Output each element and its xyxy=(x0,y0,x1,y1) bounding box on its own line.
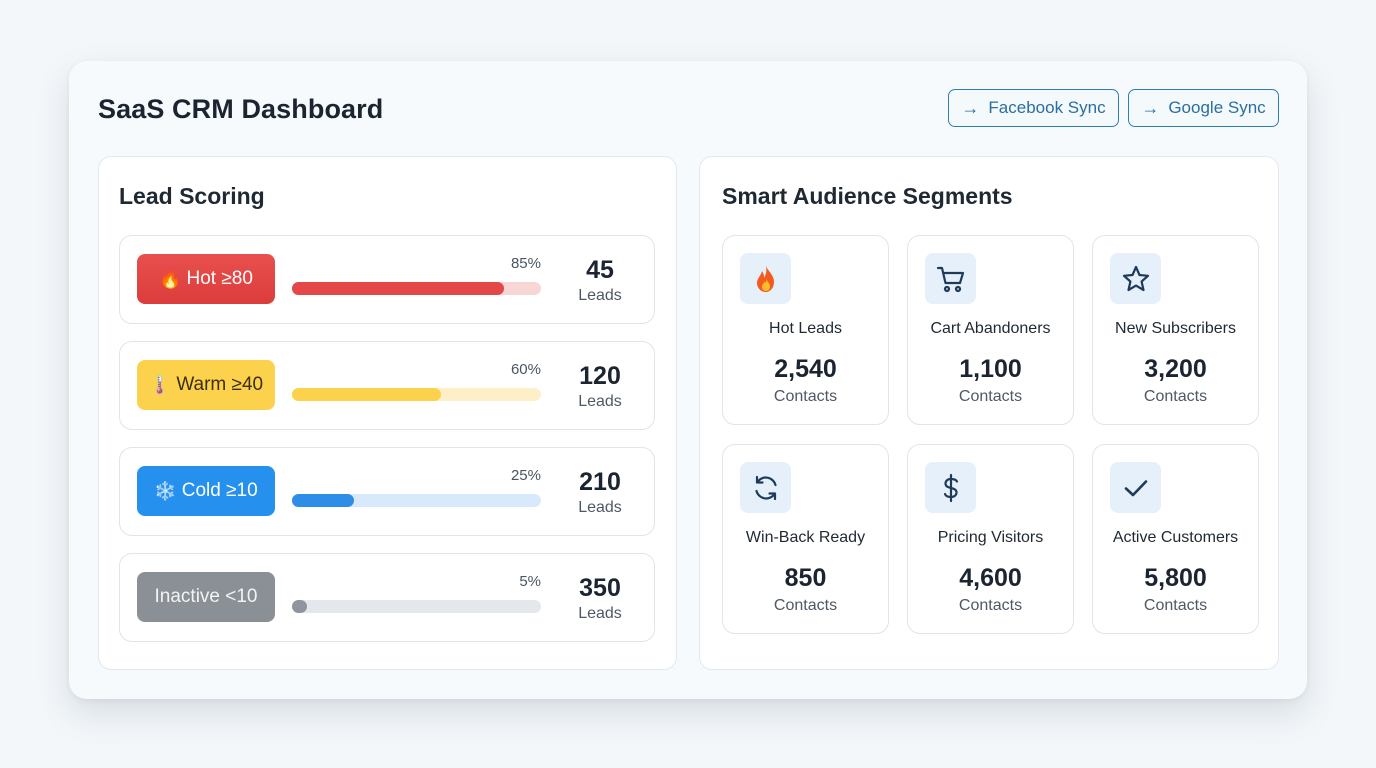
segment-card-win-back-ready[interactable]: Win-Back Ready 850 Contacts xyxy=(722,444,889,634)
audience-segments-panel: Smart Audience Segments Hot Leads 2,540 … xyxy=(699,156,1279,670)
segment-unit: Contacts xyxy=(1143,388,1208,405)
dollar-icon xyxy=(925,462,976,513)
arrow-right-icon: → xyxy=(1141,98,1160,118)
progress-track xyxy=(292,600,541,613)
progress-track xyxy=(292,282,541,295)
checkmark-icon xyxy=(1110,462,1161,513)
facebook-sync-label: Facebook Sync xyxy=(988,98,1106,117)
dashboard-window: SaaS CRM Dashboard → Facebook Sync → Goo… xyxy=(69,61,1307,699)
segments-title: Smart Audience Segments xyxy=(722,183,1013,209)
segment-card-active-customers[interactable]: Active Customers 5,800 Contacts xyxy=(1092,444,1259,634)
segment-count: 4,600 xyxy=(959,564,1022,592)
segment-unit: Contacts xyxy=(958,388,1023,405)
fire-icon: 🔥 xyxy=(159,268,182,289)
segment-count: 2,540 xyxy=(774,355,837,383)
progress-fill xyxy=(292,388,442,401)
segment-card-pricing-visitors[interactable]: Pricing Visitors 4,600 Contacts xyxy=(907,444,1074,634)
page-title: SaaS CRM Dashboard xyxy=(98,94,384,124)
lead-count: 120 xyxy=(579,362,621,390)
fire-icon xyxy=(740,253,791,304)
tier-label: Hot ≥80 xyxy=(186,268,253,289)
lead-unit: Leads xyxy=(578,499,622,516)
refresh-icon xyxy=(740,462,791,513)
warm-tier-badge: 🌡️ Warm ≥40 xyxy=(137,360,275,410)
lead-unit: Leads xyxy=(578,393,622,410)
hot-tier-badge: 🔥 Hot ≥80 xyxy=(137,254,275,304)
thermometer-icon: 🌡️ xyxy=(148,374,172,395)
tier-percent: 5% xyxy=(519,573,541,590)
lead-count: 210 xyxy=(579,468,621,496)
google-sync-label: Google Sync xyxy=(1168,98,1266,117)
lead-unit: Leads xyxy=(578,605,622,622)
lead-tier-cold[interactable]: ❄️ Cold ≥10 25% 210 Leads xyxy=(119,447,655,536)
google-sync-button[interactable]: → Google Sync xyxy=(1128,89,1279,127)
segment-name: Hot Leads xyxy=(769,320,842,337)
lead-tier-hot[interactable]: 🔥 Hot ≥80 85% 45 Leads xyxy=(119,235,655,324)
segment-count: 1,100 xyxy=(959,355,1022,383)
lead-scoring-panel: Lead Scoring 🔥 Hot ≥80 85% 45 Leads 🌡️ W… xyxy=(98,156,677,670)
tier-percent: 25% xyxy=(510,467,541,484)
segment-card-hot-leads[interactable]: Hot Leads 2,540 Contacts xyxy=(722,235,889,425)
segment-card-new-subscribers[interactable]: New Subscribers 3,200 Contacts xyxy=(1092,235,1259,425)
progress-track xyxy=(292,494,541,507)
shopping-cart-icon xyxy=(925,253,976,304)
segment-name: Win-Back Ready xyxy=(745,529,866,546)
segment-card-cart-abandoners[interactable]: Cart Abandoners 1,100 Contacts xyxy=(907,235,1074,425)
progress-fill xyxy=(292,282,504,295)
segment-unit: Contacts xyxy=(958,597,1023,614)
progress-fill xyxy=(292,600,307,613)
segment-name: Pricing Visitors xyxy=(937,529,1044,546)
star-icon xyxy=(1110,253,1161,304)
segment-unit: Contacts xyxy=(1143,597,1208,614)
segment-name: Active Customers xyxy=(1112,529,1239,546)
segment-name: New Subscribers xyxy=(1115,320,1236,337)
inactive-tier-badge: Inactive <10 xyxy=(137,572,275,622)
tier-label: Cold ≥10 xyxy=(181,480,258,501)
tier-label: Inactive <10 xyxy=(154,586,258,607)
segment-count: 3,200 xyxy=(1144,355,1207,383)
progress-fill xyxy=(292,494,355,507)
lead-count: 350 xyxy=(579,574,621,602)
segment-unit: Contacts xyxy=(773,388,838,405)
segment-name: Cart Abandoners xyxy=(930,320,1051,337)
tier-percent: 85% xyxy=(510,255,541,272)
tier-percent: 60% xyxy=(510,361,541,378)
segment-count: 850 xyxy=(784,564,827,592)
arrow-right-icon: → xyxy=(961,98,980,118)
lead-count: 45 xyxy=(586,256,614,284)
lead-tier-inactive[interactable]: Inactive <10 5% 350 Leads xyxy=(119,553,655,642)
progress-track xyxy=(292,388,541,401)
lead-scoring-title: Lead Scoring xyxy=(119,183,265,209)
lead-tier-warm[interactable]: 🌡️ Warm ≥40 60% 120 Leads xyxy=(119,341,655,430)
snowflake-icon: ❄️ xyxy=(154,480,177,501)
cold-tier-badge: ❄️ Cold ≥10 xyxy=(137,466,275,516)
segment-unit: Contacts xyxy=(773,597,838,614)
facebook-sync-button[interactable]: → Facebook Sync xyxy=(948,89,1119,127)
lead-unit: Leads xyxy=(578,287,622,304)
tier-label: Warm ≥40 xyxy=(176,374,264,395)
segment-count: 5,800 xyxy=(1144,564,1207,592)
